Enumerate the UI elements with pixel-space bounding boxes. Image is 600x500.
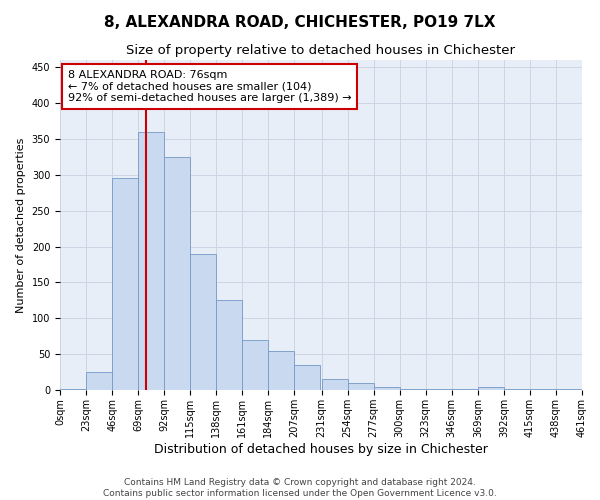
Bar	[112, 178, 138, 390]
Bar	[138, 132, 164, 390]
Bar	[268, 350, 295, 390]
Bar	[347, 383, 374, 390]
Bar	[242, 340, 268, 390]
Bar	[86, 372, 112, 390]
Bar	[478, 387, 504, 390]
Bar	[322, 379, 347, 390]
Bar	[216, 300, 242, 390]
Bar	[60, 388, 86, 390]
Text: Contains HM Land Registry data © Crown copyright and database right 2024.
Contai: Contains HM Land Registry data © Crown c…	[103, 478, 497, 498]
X-axis label: Distribution of detached houses by size in Chichester: Distribution of detached houses by size …	[154, 442, 488, 456]
Text: 8 ALEXANDRA ROAD: 76sqm
← 7% of detached houses are smaller (104)
92% of semi-de: 8 ALEXANDRA ROAD: 76sqm ← 7% of detached…	[68, 70, 352, 103]
Bar	[164, 157, 190, 390]
Y-axis label: Number of detached properties: Number of detached properties	[16, 138, 26, 312]
Text: 8, ALEXANDRA ROAD, CHICHESTER, PO19 7LX: 8, ALEXANDRA ROAD, CHICHESTER, PO19 7LX	[104, 15, 496, 30]
Bar	[295, 365, 320, 390]
Bar	[530, 388, 556, 390]
Title: Size of property relative to detached houses in Chichester: Size of property relative to detached ho…	[127, 44, 515, 58]
Bar	[374, 387, 400, 390]
Bar	[190, 254, 216, 390]
